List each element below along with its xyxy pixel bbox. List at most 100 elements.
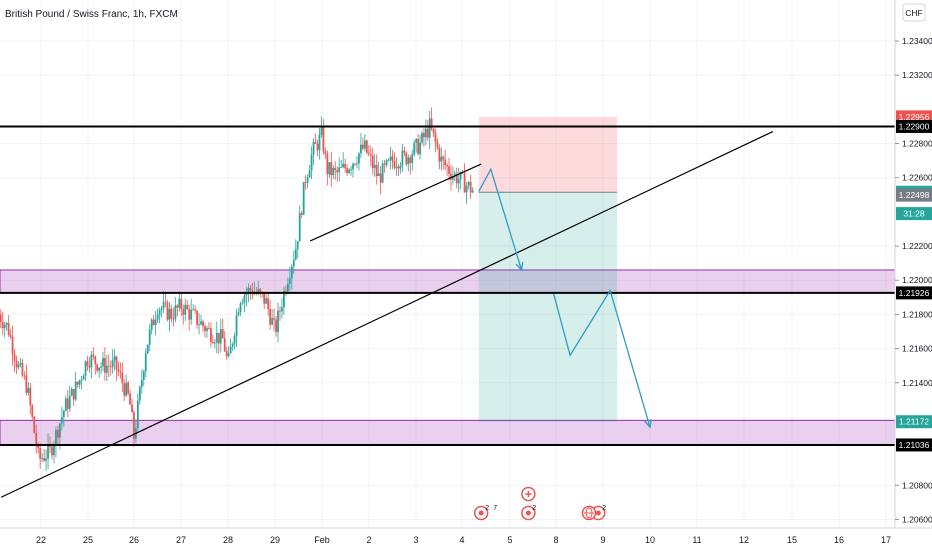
candle-body (198, 324, 200, 326)
candlestick-series (0, 107, 474, 471)
candle-body (138, 387, 141, 401)
event-count: 2 (602, 505, 606, 512)
candle-body (455, 173, 458, 184)
candle-body (320, 127, 323, 135)
price-tag-label: 1.21036 (899, 440, 930, 450)
candle-body (379, 173, 382, 183)
candle-body (219, 329, 222, 344)
candle-body (96, 364, 99, 371)
time-tick-label: 17 (881, 535, 891, 545)
candle-body (168, 308, 171, 320)
candle-body (64, 398, 67, 411)
candle-body (66, 398, 69, 409)
candle-body (316, 143, 319, 151)
candle-body (41, 458, 44, 459)
candle-body (312, 141, 315, 155)
price-tick-label: 1.21800 (902, 309, 932, 319)
candle-body (424, 128, 427, 138)
time-tick-label: Feb (314, 535, 330, 545)
candle-body (334, 167, 337, 171)
currency-label: CHF (905, 8, 922, 18)
candle-body (423, 133, 425, 138)
candle-body (102, 358, 104, 367)
purple-zone (0, 269, 896, 294)
event-count: 2 (532, 505, 536, 512)
candle-body (356, 163, 358, 165)
candle-body (373, 164, 376, 169)
projection-path[interactable] (478, 167, 652, 429)
price-tick-label: 1.22600 (902, 173, 932, 183)
candle-body (271, 318, 273, 325)
candle-body (150, 319, 153, 330)
time-tick-label: 22 (36, 535, 46, 545)
candle-body (275, 319, 277, 333)
candle-body (241, 302, 244, 304)
candle-body (92, 354, 95, 357)
price-tag (896, 438, 932, 452)
price-tags: 1.229561.229001.2251531:281.224981.21926… (896, 110, 932, 452)
stop-loss-area (478, 116, 618, 193)
candle-body (265, 298, 268, 304)
candle-body (300, 213, 303, 215)
candle-body (70, 389, 73, 396)
candle-body (174, 305, 177, 320)
candle-body (332, 167, 335, 176)
currency-button[interactable]: CHF (902, 3, 926, 22)
candle-body (290, 266, 293, 279)
price-tag (896, 286, 932, 300)
candle-body (336, 170, 339, 173)
candle-body (188, 309, 191, 320)
price-tick-label: 1.20600 (902, 514, 932, 524)
candle-body (98, 367, 101, 371)
candle-body (434, 132, 437, 142)
candle-body (448, 166, 450, 174)
candle-body (426, 128, 429, 138)
candle-body (428, 118, 431, 138)
candle-body (29, 387, 32, 406)
short-position-tool[interactable] (478, 116, 618, 422)
time-tick-label: 28 (223, 535, 233, 545)
candle-body (471, 190, 474, 193)
price-axis[interactable]: 1.23400 1.23200 1.22800 1.22600 1.22200 1.220… (895, 36, 932, 524)
candle-body (213, 342, 216, 344)
candle-body (432, 128, 435, 133)
candle-body (47, 444, 49, 459)
candle-body (129, 393, 131, 405)
price-tick-label: 1.20800 (902, 480, 932, 490)
candle-body (283, 290, 285, 308)
price-tick-label: 1.23400 (902, 36, 932, 46)
candle-body (68, 395, 71, 409)
candle-body (318, 134, 321, 151)
time-tick-label: 27 (176, 535, 186, 545)
candle-body (453, 173, 456, 177)
trendline (0, 131, 774, 498)
candle-body (90, 354, 93, 368)
candle-body (239, 303, 242, 313)
candle-body (154, 319, 157, 326)
event-extra: 7 (493, 505, 497, 512)
candle-body (217, 332, 220, 344)
candle-body (104, 358, 106, 373)
candle-body (208, 328, 210, 329)
candle-body (53, 445, 55, 456)
candle-body (233, 335, 236, 344)
candle-body (206, 328, 208, 331)
time-axis[interactable]: 22 25 26 27 28 29 Feb 2 3 4 5 8 9 10 11 12 15 16 17 (36, 535, 891, 545)
candle-body (306, 177, 309, 183)
candle-body (162, 302, 165, 309)
candle-body (387, 159, 390, 161)
event-count: 2 (485, 505, 489, 512)
projection-leg-1 (478, 167, 523, 271)
price-tick-label: 1.22800 (902, 139, 932, 149)
candle-body (62, 410, 65, 418)
candle-body (285, 290, 287, 292)
candle-body (273, 318, 275, 320)
price-tag-label: 1.22956 (899, 112, 930, 122)
price-tick-label: 1.21600 (902, 344, 932, 354)
candle-body (84, 361, 87, 377)
drawn-lines[interactable] (0, 125, 895, 498)
candle-body (405, 152, 408, 165)
candle-body (281, 307, 283, 312)
